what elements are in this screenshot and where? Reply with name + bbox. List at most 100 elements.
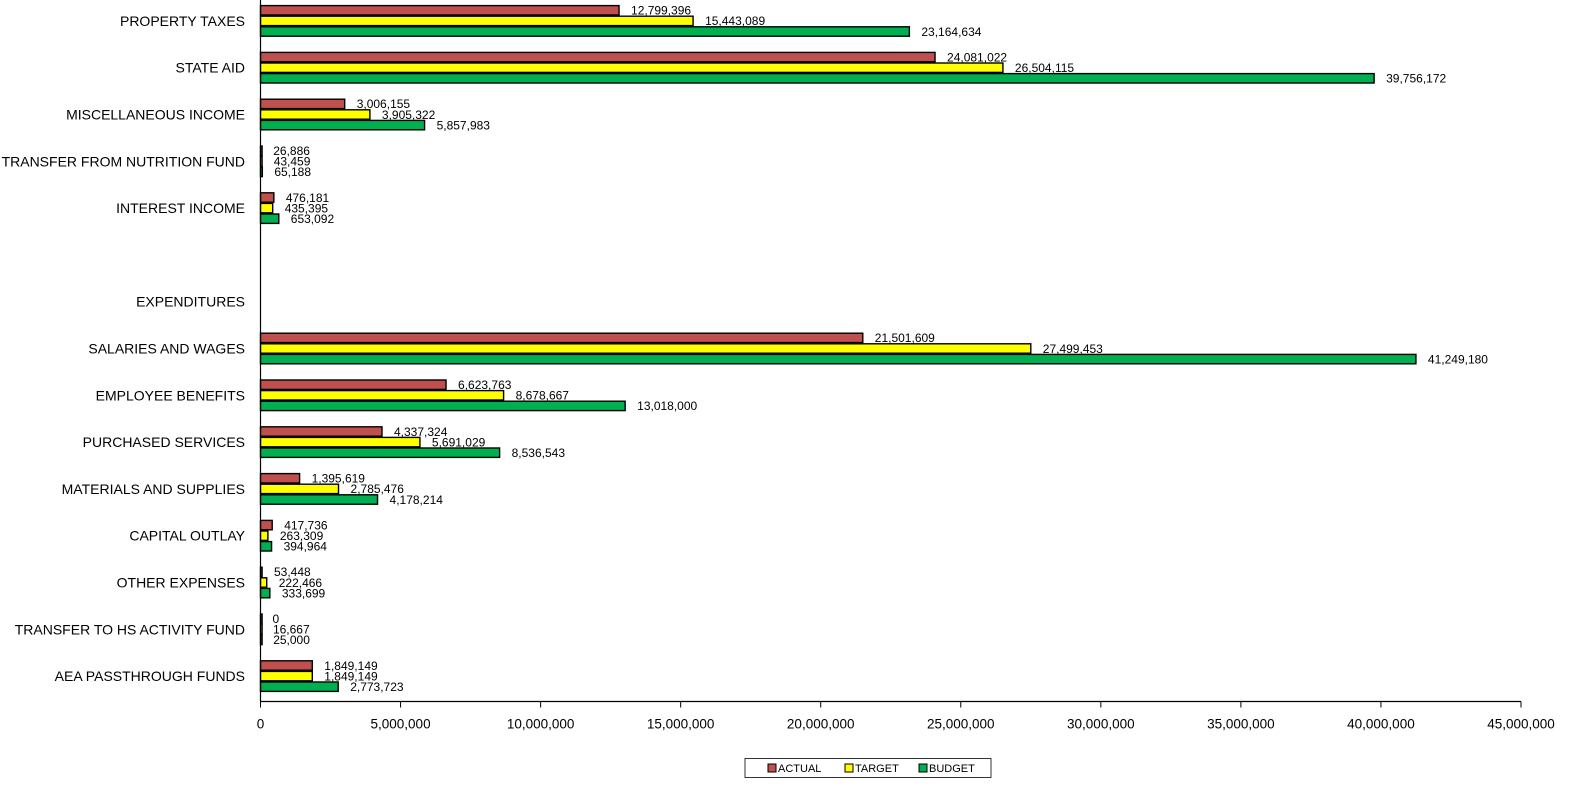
x-tick-label: 40,000,000 bbox=[1347, 717, 1415, 732]
data-label-actual: 1,395,619 bbox=[312, 472, 366, 486]
data-label-target: 26,504,115 bbox=[1015, 61, 1074, 75]
bar-actual bbox=[259, 660, 313, 671]
bar-target bbox=[259, 577, 268, 588]
category-labels: PROPERTY TAXES STATE AID MISCELLANEOUS INC… bbox=[2, 13, 246, 684]
bar-budget bbox=[259, 540, 273, 552]
bar-budget bbox=[259, 400, 626, 412]
category-label: CAPITAL OUTLAY bbox=[129, 528, 245, 544]
data-label-target: 3,905,322 bbox=[382, 108, 436, 122]
bar-actual bbox=[259, 472, 301, 484]
data-label-target: 15,443,089 bbox=[705, 14, 765, 28]
bar-actual bbox=[259, 332, 864, 344]
category-label: OTHER EXPENSES bbox=[117, 575, 245, 591]
data-label-target: 16,667 bbox=[273, 623, 310, 637]
bar-budget bbox=[259, 447, 501, 459]
data-label-actual: 3,006,155 bbox=[357, 97, 411, 111]
data-label-target: 1,849,149 bbox=[324, 669, 378, 683]
data-label-budget: 13,018,000 bbox=[637, 399, 697, 413]
bar-target bbox=[259, 670, 313, 682]
data-label-budget: 65,188 bbox=[274, 165, 311, 179]
data-label-budget: 8,536,543 bbox=[512, 446, 566, 460]
bar-budget bbox=[259, 213, 280, 225]
data-label-actual: 417,736 bbox=[284, 518, 328, 532]
category-label: EMPLOYEE BENEFITS bbox=[96, 387, 245, 403]
data-label-target: 8,678,667 bbox=[516, 389, 570, 403]
axes: 0 5,000,000 10,000,000 15,000,000 20,000,000… bbox=[257, 0, 1555, 732]
bar-budget bbox=[259, 72, 1375, 84]
data-label-target: 43,459 bbox=[274, 155, 311, 169]
legend: ACTUAL TARGET BUDGET bbox=[744, 758, 992, 778]
data-label-target: 27,499,453 bbox=[1043, 342, 1103, 356]
data-label-actual: 24,081,022 bbox=[947, 50, 1007, 64]
bar-budget bbox=[259, 587, 271, 599]
bar-target bbox=[259, 483, 340, 495]
legend-swatch-target bbox=[844, 763, 854, 773]
data-label-budget: 394,964 bbox=[284, 540, 328, 554]
data-label-target: 5,691,029 bbox=[432, 435, 486, 449]
data-label-actual: 53,448 bbox=[274, 565, 311, 579]
bar-budget bbox=[259, 681, 339, 693]
x-tick-label: 25,000,000 bbox=[927, 717, 995, 732]
data-label-budget: 23,164,634 bbox=[921, 25, 981, 39]
data-label-budget: 333,699 bbox=[282, 586, 326, 600]
data-label-budget: 4,178,214 bbox=[390, 493, 444, 507]
bar-actual bbox=[259, 98, 346, 110]
data-label-actual: 476,181 bbox=[286, 191, 330, 205]
x-tick-label: 0 bbox=[257, 717, 265, 732]
x-tick-label: 15,000,000 bbox=[647, 717, 715, 732]
bar-budget bbox=[259, 494, 379, 505]
x-tick-label: 10,000,000 bbox=[507, 717, 575, 732]
x-tick-label: 35,000,000 bbox=[1207, 717, 1275, 732]
bar-actual bbox=[259, 192, 275, 203]
x-tick-label: 30,000,000 bbox=[1067, 717, 1135, 732]
category-label: PURCHASED SERVICES bbox=[83, 434, 245, 450]
bar-actual bbox=[259, 426, 383, 437]
data-label-actual: 21,501,609 bbox=[875, 331, 935, 345]
legend-label-budget: BUDGET bbox=[929, 763, 975, 775]
bar-budget bbox=[259, 353, 1417, 365]
data-label-target: 2,785,476 bbox=[351, 482, 405, 496]
data-label-actual: 6,623,763 bbox=[458, 378, 512, 392]
data-label-budget: 5,857,983 bbox=[437, 118, 491, 132]
category-label: EXPENDITURES bbox=[136, 294, 245, 310]
bar-actual bbox=[259, 4, 620, 16]
data-label-target: 222,466 bbox=[279, 576, 323, 590]
data-label-budget: 39,756,172 bbox=[1386, 72, 1446, 86]
bar-target bbox=[259, 62, 1004, 74]
category-label: TRANSFER TO HS ACTIVITY FUND bbox=[15, 621, 245, 637]
data-label-target: 435,395 bbox=[285, 201, 329, 215]
category-label: PROPERTY TAXES bbox=[120, 13, 245, 29]
data-label-budget: 653,092 bbox=[291, 212, 335, 226]
data-label-budget: 41,249,180 bbox=[1428, 352, 1488, 366]
data-label-actual: 12,799,396 bbox=[631, 4, 691, 18]
x-tick-label: 5,000,000 bbox=[371, 717, 431, 732]
legend-swatch-budget bbox=[918, 763, 928, 773]
legend-label-target: TARGET bbox=[855, 763, 899, 775]
legend-label-actual: ACTUAL bbox=[778, 763, 821, 775]
bar-target bbox=[259, 202, 274, 214]
bar-actual bbox=[259, 379, 447, 391]
value-labels: 12,799,396 15,443,089 23,164,634 24,081,022… bbox=[273, 4, 1489, 694]
bar-actual bbox=[259, 51, 936, 63]
data-label-budget: 2,773,723 bbox=[350, 680, 404, 694]
category-label: AEA PASSTHROUGH FUNDS bbox=[55, 668, 245, 684]
category-label: SALARIES AND WAGES bbox=[88, 341, 245, 357]
bar-target bbox=[259, 389, 505, 401]
category-label: MISCELLANEOUS INCOME bbox=[66, 107, 245, 123]
legend-box bbox=[744, 758, 992, 778]
category-label: MATERIALS AND SUPPLIES bbox=[62, 481, 245, 497]
bars bbox=[259, 4, 1417, 693]
bar-target bbox=[259, 109, 371, 120]
bar-target bbox=[259, 15, 694, 27]
data-label-actual: 1,849,149 bbox=[324, 659, 378, 673]
bar-target bbox=[259, 343, 1032, 354]
x-tick-label: 45,000,000 bbox=[1487, 717, 1555, 732]
bar-actual bbox=[259, 519, 273, 531]
category-label: STATE AID bbox=[176, 60, 246, 76]
data-label-target: 263,309 bbox=[280, 529, 324, 543]
x-tick-label: 20,000,000 bbox=[787, 717, 855, 732]
data-label-actual: 0 bbox=[273, 612, 280, 626]
data-label-actual: 4,337,324 bbox=[394, 425, 448, 439]
